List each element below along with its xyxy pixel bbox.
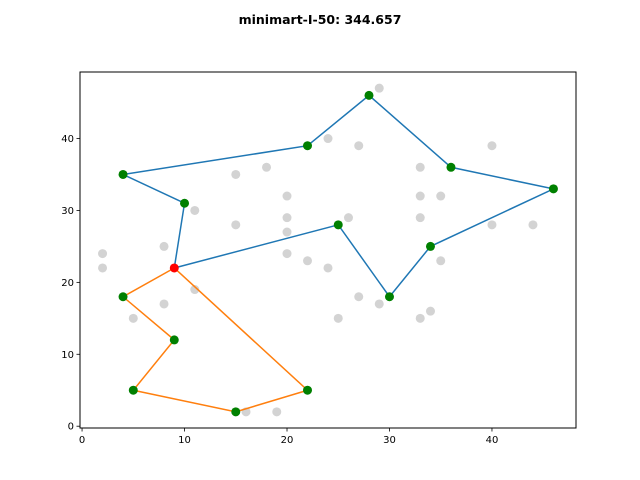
unvisited-point	[354, 292, 364, 302]
plot-frame	[79, 71, 577, 429]
visited-point	[425, 241, 435, 251]
unvisited-point	[415, 213, 425, 223]
unvisited-point	[262, 162, 272, 172]
unvisited-point	[303, 256, 313, 266]
visited-point	[118, 169, 128, 179]
unvisited-point	[282, 249, 292, 259]
unvisited-point	[436, 256, 446, 266]
unvisited-point	[415, 313, 425, 323]
visited-point	[169, 335, 179, 345]
unvisited-point	[272, 407, 282, 417]
unvisited-point	[282, 213, 292, 223]
y-tick-label: 0	[68, 422, 74, 433]
visited-point	[118, 292, 128, 302]
chart-title: minimart-I-50: 344.657	[239, 12, 402, 27]
unvisited-point	[436, 191, 446, 201]
unvisited-point	[128, 313, 138, 323]
unvisited-point	[323, 134, 333, 144]
x-tick-label: 30	[383, 435, 396, 446]
visited-point	[333, 220, 343, 230]
unvisited-point	[343, 213, 353, 223]
depot-point	[169, 263, 179, 273]
visited-point	[364, 90, 374, 100]
y-tick-label: 20	[61, 278, 74, 289]
x-tick-label: 40	[486, 435, 499, 446]
unvisited-point	[323, 263, 333, 273]
x-tick-label: 0	[79, 435, 85, 446]
unvisited-point	[415, 162, 425, 172]
unvisited-point	[98, 263, 108, 273]
visited-point	[303, 385, 313, 395]
visited-point	[446, 162, 456, 172]
unvisited-point	[98, 249, 108, 259]
unvisited-point	[374, 299, 384, 309]
y-tick-label: 40	[61, 134, 74, 145]
unvisited-point	[231, 169, 241, 179]
unvisited-point	[487, 141, 497, 151]
y-tick-label: 10	[61, 350, 74, 361]
visited-point	[128, 385, 138, 395]
unvisited-point	[190, 285, 200, 295]
unvisited-point	[159, 241, 169, 251]
x-tick-label: 10	[178, 435, 191, 446]
visited-point	[303, 141, 313, 151]
unvisited-point	[282, 191, 292, 201]
unvisited-point	[333, 313, 343, 323]
x-tick-label: 20	[281, 435, 294, 446]
unvisited-point	[231, 220, 241, 230]
unvisited-point	[282, 227, 292, 237]
unvisited-point	[487, 220, 497, 230]
unvisited-point	[159, 299, 169, 309]
visited-point	[180, 198, 190, 208]
unvisited-point	[528, 220, 538, 230]
unvisited-point	[354, 141, 364, 151]
unvisited-point	[374, 83, 384, 93]
axis-ticks: 0 10 20 30 40 0 10 20 30 40	[61, 134, 498, 446]
visited-point	[384, 292, 394, 302]
unvisited-point	[415, 191, 425, 201]
visited-point	[548, 184, 558, 194]
unvisited-point	[425, 306, 435, 316]
y-tick-label: 30	[61, 206, 74, 217]
unvisited-point	[190, 205, 200, 215]
plot-area	[98, 83, 558, 417]
visited-point	[231, 407, 241, 417]
